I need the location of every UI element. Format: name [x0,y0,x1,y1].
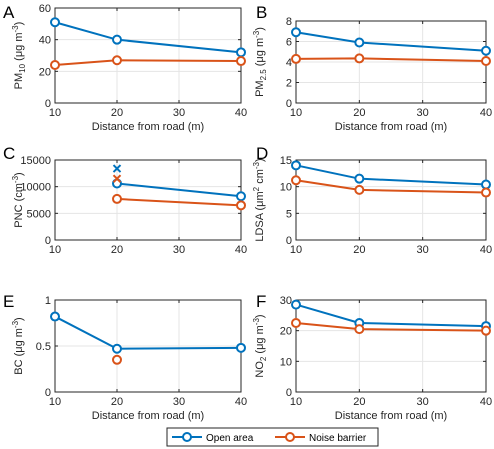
y-tick-label: 10 [280,182,292,194]
panel-e: 10 20 30 40 0 0.5 1 Distance from road (m) BC (μ… [3,292,247,422]
y-tick-label: 10 [280,356,292,368]
data-point [237,344,245,352]
y-axis-label: BC (μg m-3) [11,317,25,374]
data-point [482,181,490,189]
y-tick-label: 60 [39,3,51,15]
y-tick-label: 20 [280,326,292,338]
data-point [237,192,245,200]
panel-label: F [256,292,266,311]
x-axis-label: Distance from road (m) [335,410,447,422]
y-axis-label: PNC (cm-3) [11,172,25,227]
y-tick-label: 0 [286,98,292,110]
plot-area [55,8,241,103]
y-axis-label: PM2.5 (μg m-3) [252,27,268,97]
y-tick-label: 15 [280,155,292,167]
data-point [482,189,490,197]
x-axis-label: Distance from road (m) [92,121,204,133]
data-point [482,327,490,335]
x-tick-label: 40 [235,396,247,408]
data-point [237,48,245,56]
data-point [292,161,300,169]
panel-label: D [256,144,268,163]
x-tick-label: 30 [417,396,429,408]
x-tick-label: 20 [111,244,123,256]
y-tick-label: 40 [39,35,51,47]
x-tick-label: 30 [173,107,185,119]
panel-c: 10 20 30 40 0 5000 10000 15000 PNC (cm-3) C [3,144,247,256]
y-tick-label: 6 [286,37,292,49]
data-point [292,319,300,327]
y-tick-label: 1 [45,295,51,307]
y-tick-label: 0 [45,98,51,110]
y-tick-label: 0.5 [36,341,51,353]
x-tick-label: 40 [235,244,247,256]
y-tick-label: 30 [280,295,292,307]
y-tick-label: 0 [45,235,51,247]
data-point [292,28,300,36]
data-point [113,36,121,44]
x-tick-label: 20 [353,396,365,408]
panel-b: 10 20 30 40 0 2 4 6 8 Distance from road (m) PM2.5… [252,3,492,133]
data-point [355,175,363,183]
y-tick-label: 2 [286,78,292,90]
data-point [51,313,59,321]
legend: Open area Noise barrier [167,428,378,446]
panel-label: B [256,3,267,22]
data-point [292,301,300,309]
data-point [482,57,490,65]
x-tick-label: 20 [353,244,365,256]
legend-marker [286,433,294,441]
data-point [292,55,300,63]
data-point [237,57,245,65]
x-tick-label: 40 [235,107,247,119]
data-point [355,186,363,194]
y-tick-label: 0 [286,235,292,247]
data-point [51,18,59,26]
data-point [113,56,121,64]
x-tick-label: 30 [173,244,185,256]
y-tick-label: 5 [286,208,292,220]
data-point [113,356,121,364]
data-point [51,61,59,69]
x-tick-label: 40 [480,396,492,408]
x-tick-label: 30 [417,107,429,119]
x-tick-label: 20 [353,107,365,119]
data-point [355,325,363,333]
data-point [113,345,121,353]
y-axis-label: NO2 (μg m-3) [252,314,268,377]
x-axis-label: Distance from road (m) [335,121,447,133]
x-tick-label: 20 [111,396,123,408]
x-axis-label: Distance from road (m) [92,410,204,422]
legend-marker [183,433,191,441]
data-point [237,201,245,209]
data-point [355,54,363,62]
y-tick-label: 0 [286,387,292,399]
x-tick-label: 40 [480,244,492,256]
panel-d: 10 20 30 40 0 5 10 15 LDSA (μm2 cm-3)D [252,144,492,256]
panel-a: 10 20 30 40 0 20 40 60 Distance from road (m) PM1… [3,3,247,133]
data-point [355,39,363,47]
x-tick-label: 40 [480,107,492,119]
y-axis-label: LDSA (μm2 cm-3) [252,158,266,241]
y-axis-label: PM10 (μg m-3) [11,22,27,90]
y-tick-label: 15000 [20,155,51,167]
x-tick-label: 20 [111,107,123,119]
legend-entry: Open area [206,433,254,444]
y-tick-label: 5000 [27,208,51,220]
panel-label: C [3,144,15,163]
data-point [482,47,490,55]
data-point [113,195,121,203]
panel-label: E [3,292,14,311]
data-point [292,176,300,184]
x-tick-label: 30 [417,244,429,256]
panel-label: A [3,3,15,22]
y-tick-label: 8 [286,16,292,28]
legend-entry: Noise barrier [309,433,367,444]
y-tick-label: 0 [45,387,51,399]
x-tick-label: 30 [173,396,185,408]
y-tick-label: 20 [39,66,51,78]
